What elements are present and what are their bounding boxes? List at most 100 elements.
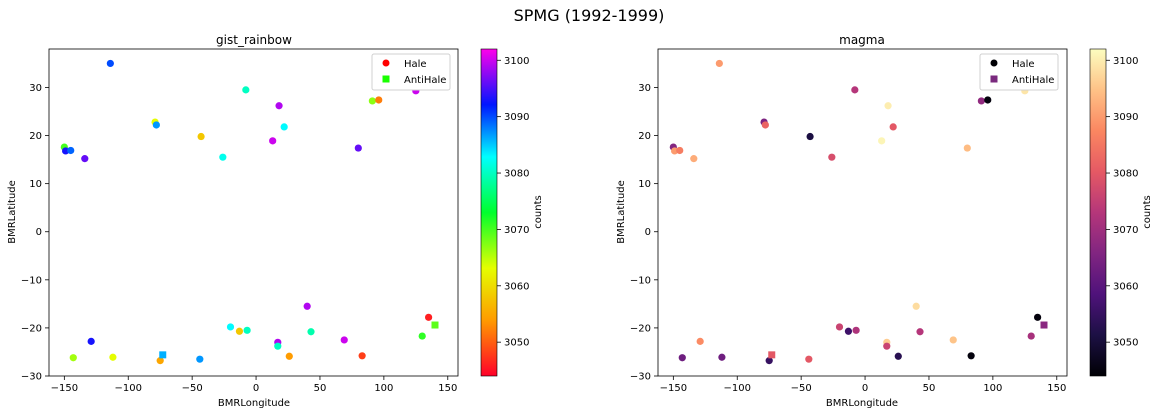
colorbar-tick-label: 3080	[504, 169, 529, 180]
antihale-point	[768, 351, 776, 359]
hale-point	[375, 96, 383, 104]
hale-point	[275, 102, 283, 110]
colorbar-ticks: 3050 3060 3070 3080 3090 3100	[497, 56, 529, 349]
x-tick-label: 50	[314, 383, 327, 394]
y-tick-label: −10	[21, 275, 42, 286]
colorbar: 3050 3060 3070 3080 3090 3100 counts	[1089, 48, 1153, 377]
hale-point	[806, 132, 814, 141]
colorbar-tick-label: 3050	[1113, 338, 1138, 349]
y-tick-label: −20	[630, 323, 651, 334]
colorbar-tick-label: 3100	[1113, 56, 1138, 67]
hale-point	[368, 97, 376, 105]
hale-point	[949, 336, 957, 344]
hale-point	[884, 102, 892, 110]
y-tick-label: 20	[638, 131, 651, 142]
colorbar-label: counts	[1142, 195, 1153, 228]
colorbar-gradient	[480, 48, 498, 377]
hale-point	[805, 355, 813, 363]
hale-point	[761, 121, 769, 129]
legend-marker-antihale	[382, 75, 390, 83]
hale-point	[894, 352, 902, 360]
hale-point	[878, 137, 886, 145]
hale-point	[1034, 313, 1042, 321]
hale-point	[851, 86, 859, 94]
y-tick-label: 0	[36, 227, 42, 238]
antihale-point	[159, 351, 167, 359]
hale-point	[307, 328, 315, 336]
colorbar-tick-label: 3050	[504, 338, 529, 349]
hale-point	[358, 352, 366, 360]
hale-point	[765, 357, 773, 365]
y-axis-label: BMRLatitude	[7, 180, 18, 244]
hale-point	[226, 323, 235, 331]
x-tick-label: −150	[660, 383, 687, 394]
scatter-panel-gist-rainbow: gist_rainbow BMRLongitude BMRLatitude −1…	[7, 33, 544, 409]
colorbar-tick-label: 3080	[1113, 169, 1138, 180]
x-tick-label: −50	[791, 383, 812, 394]
hale-point	[835, 323, 844, 331]
legend-marker-hale	[382, 59, 390, 67]
hale-point	[109, 353, 117, 361]
data-points	[669, 59, 1048, 365]
hale-point	[1027, 332, 1035, 340]
x-tick-label: 100	[983, 383, 1002, 394]
hale-point	[916, 328, 924, 336]
y-tick-label: 10	[638, 179, 651, 190]
scatter-panel-magma: magma BMRLongitude BMRLatitude −150 −100−…	[616, 33, 1153, 409]
hale-point	[690, 155, 698, 163]
x-axis-label: BMRLongitude	[218, 398, 290, 409]
y-tick-label: 20	[29, 131, 42, 142]
hale-point	[889, 123, 897, 131]
hale-point	[977, 97, 985, 105]
hale-point	[852, 326, 860, 334]
hale-point	[81, 155, 89, 163]
hale-point	[676, 146, 684, 155]
x-axis-label: BMRLongitude	[826, 398, 898, 409]
hale-point	[696, 337, 704, 345]
colorbar-gradient	[1089, 48, 1107, 377]
y-tick-label: 0	[645, 227, 651, 238]
y-tick-label: −20	[21, 323, 42, 334]
x-tick-label: −50	[182, 383, 203, 394]
hale-point	[197, 132, 205, 141]
colorbar-tick-label: 3070	[1113, 225, 1138, 236]
hale-point	[718, 353, 726, 361]
hale-point	[242, 86, 250, 94]
x-tick-label: −100	[724, 383, 751, 394]
hale-point	[678, 354, 686, 362]
y-tick-label: −30	[630, 372, 651, 383]
legend: Hale AntiHale	[371, 53, 451, 91]
hale-point	[425, 313, 433, 321]
hale-point	[285, 352, 293, 360]
hale-point	[340, 336, 348, 344]
hale-point	[354, 144, 362, 152]
x-tick-label: 50	[923, 383, 936, 394]
hale-point	[844, 327, 853, 335]
plot-frame	[48, 48, 459, 377]
y-tick-label: −10	[630, 275, 651, 286]
legend-box	[979, 53, 1059, 91]
panel-title: gist_rainbow	[216, 33, 292, 47]
hale-point	[219, 153, 227, 161]
hale-point	[715, 59, 723, 68]
colorbar-tick-label: 3100	[504, 56, 529, 67]
colorbar-label: counts	[533, 195, 544, 228]
legend-label-hale: Hale	[1012, 59, 1035, 70]
x-tick-label: 150	[1047, 383, 1066, 394]
legend: Hale AntiHale	[979, 53, 1059, 91]
y-tick-label: 30	[638, 83, 651, 94]
y-axis-label: BMRLatitude	[616, 180, 627, 244]
hale-point	[418, 332, 426, 340]
figure-suptitle: SPMG (1992-1999)	[514, 6, 665, 25]
colorbar: 3050 3060 3070 3080 3090 3100 counts	[480, 48, 544, 377]
x-tick-label: 100	[374, 383, 393, 394]
x-tick-label: −100	[115, 383, 142, 394]
hale-point	[280, 123, 288, 131]
antihale-point	[431, 321, 439, 329]
colorbar-tick-label: 3090	[1113, 112, 1138, 123]
panel-title: magma	[839, 33, 885, 47]
legend-label-antihale: AntiHale	[1012, 75, 1054, 86]
